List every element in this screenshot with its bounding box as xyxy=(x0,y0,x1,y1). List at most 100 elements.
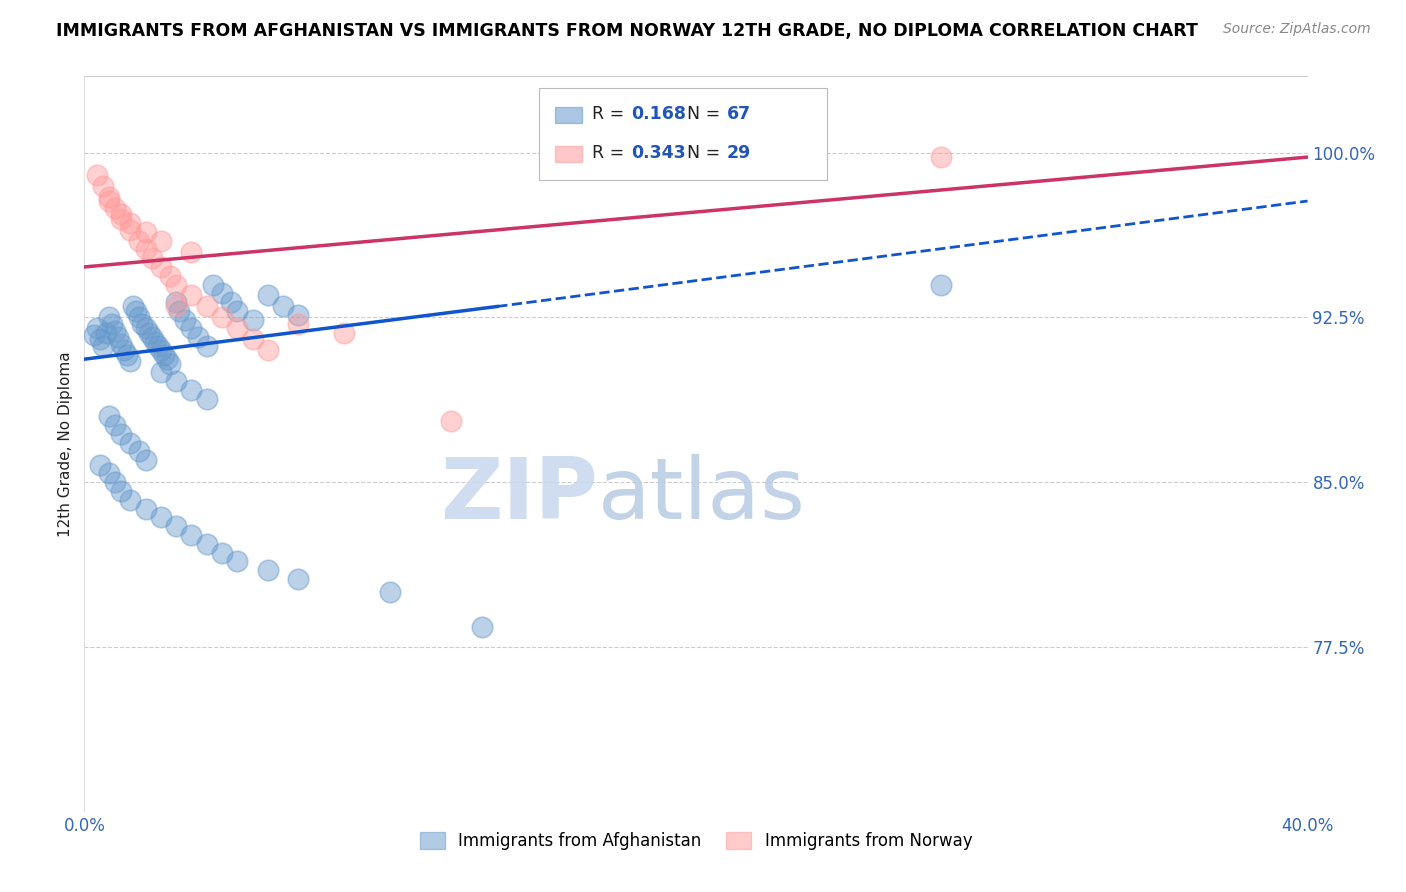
Point xyxy=(929,150,952,164)
Point xyxy=(120,216,142,230)
Point xyxy=(104,201,127,215)
Text: 0.343: 0.343 xyxy=(631,145,686,162)
Point xyxy=(131,317,153,331)
Point xyxy=(89,333,111,347)
Point xyxy=(186,330,208,344)
FancyBboxPatch shape xyxy=(555,145,582,162)
Point xyxy=(97,409,120,424)
Point xyxy=(156,352,179,367)
Text: R =: R = xyxy=(592,105,630,123)
Point xyxy=(471,620,494,634)
Point xyxy=(149,510,172,524)
Point xyxy=(122,300,145,314)
Point xyxy=(110,207,132,221)
Point xyxy=(91,339,114,353)
Text: R =: R = xyxy=(592,145,630,162)
Text: IMMIGRANTS FROM AFGHANISTAN VS IMMIGRANTS FROM NORWAY 12TH GRADE, NO DIPLOMA COR: IMMIGRANTS FROM AFGHANISTAN VS IMMIGRANT… xyxy=(56,22,1198,40)
Point xyxy=(120,222,142,236)
Point xyxy=(104,324,127,338)
Point xyxy=(165,277,187,292)
Point xyxy=(110,426,132,441)
Point xyxy=(180,383,202,397)
Point xyxy=(115,348,138,362)
Point xyxy=(257,288,280,302)
Point xyxy=(287,317,309,331)
Point xyxy=(149,234,172,248)
Point xyxy=(159,268,181,283)
Point xyxy=(165,300,187,314)
Text: 67: 67 xyxy=(727,105,751,123)
Point xyxy=(107,330,129,344)
Point xyxy=(83,328,105,343)
Point xyxy=(149,365,172,379)
Legend: Immigrants from Afghanistan, Immigrants from Norway: Immigrants from Afghanistan, Immigrants … xyxy=(412,823,980,859)
Point xyxy=(242,312,264,326)
Point xyxy=(141,251,163,265)
Point xyxy=(153,348,176,362)
Point xyxy=(226,554,249,568)
Point xyxy=(110,483,132,498)
Point xyxy=(141,330,163,344)
Point xyxy=(138,326,160,340)
Point xyxy=(287,308,309,322)
Point xyxy=(104,475,127,490)
Point xyxy=(97,194,120,208)
Point xyxy=(125,304,148,318)
Point xyxy=(242,333,264,347)
Point xyxy=(287,572,309,586)
Point xyxy=(110,211,132,226)
Point xyxy=(135,225,157,239)
Point xyxy=(146,339,169,353)
Point xyxy=(89,458,111,472)
Point xyxy=(128,234,150,248)
Point xyxy=(165,519,187,533)
Point xyxy=(135,453,157,467)
Text: atlas: atlas xyxy=(598,454,806,537)
Text: Source: ZipAtlas.com: Source: ZipAtlas.com xyxy=(1223,22,1371,37)
Y-axis label: 12th Grade, No Diploma: 12th Grade, No Diploma xyxy=(58,351,73,537)
Point xyxy=(86,321,108,335)
Point xyxy=(165,295,187,310)
Point xyxy=(91,178,114,193)
Point xyxy=(180,321,202,335)
Point xyxy=(104,418,127,433)
Point xyxy=(128,444,150,458)
Point xyxy=(180,528,202,542)
Point xyxy=(120,492,142,507)
Point xyxy=(110,336,132,351)
Point xyxy=(333,326,356,340)
Point xyxy=(195,537,218,551)
FancyBboxPatch shape xyxy=(555,107,582,123)
Point xyxy=(149,260,172,274)
Point xyxy=(97,189,120,203)
Point xyxy=(271,300,294,314)
Point xyxy=(167,304,190,318)
Point xyxy=(101,317,124,331)
Text: 0.168: 0.168 xyxy=(631,105,686,123)
Point xyxy=(211,286,233,301)
Point xyxy=(159,357,181,371)
Point xyxy=(94,326,117,340)
Point xyxy=(112,343,135,358)
Point xyxy=(180,244,202,259)
Text: ZIP: ZIP xyxy=(440,454,598,537)
Point xyxy=(120,354,142,368)
Text: N =: N = xyxy=(688,145,725,162)
Point xyxy=(97,310,120,325)
Point xyxy=(211,545,233,559)
Text: 29: 29 xyxy=(727,145,751,162)
Point xyxy=(257,343,280,358)
Point xyxy=(180,288,202,302)
Point xyxy=(135,501,157,516)
Point xyxy=(135,243,157,257)
Point xyxy=(195,392,218,406)
Point xyxy=(211,310,233,325)
Point xyxy=(380,585,402,599)
Point xyxy=(120,435,142,450)
Point xyxy=(86,168,108,182)
FancyBboxPatch shape xyxy=(540,88,827,180)
Point xyxy=(165,374,187,388)
Point xyxy=(195,300,218,314)
Point xyxy=(195,339,218,353)
Point xyxy=(174,312,197,326)
